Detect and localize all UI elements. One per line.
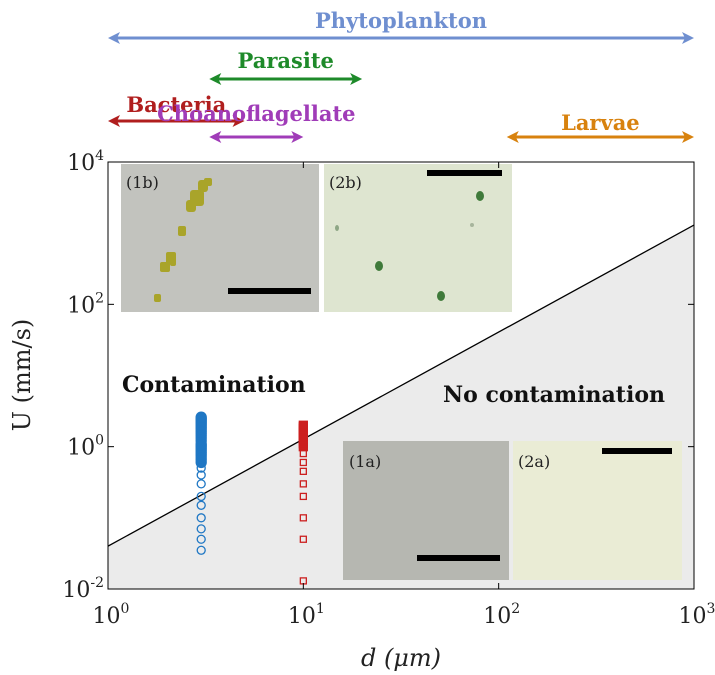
range-phytoplankton: Phytoplankton	[108, 8, 694, 44]
range-arrowhead-left-4	[506, 131, 519, 143]
inset-1a: (1a)	[343, 441, 509, 580]
data-point-s3-5	[299, 467, 307, 475]
region-label-no-contamination: No contamination	[443, 382, 665, 408]
data-point-s1-5	[196, 491, 206, 502]
range-label-4: Larvae	[561, 110, 640, 135]
x-tick-label-1: 101	[288, 601, 325, 629]
y-tick-label-1: 100	[67, 433, 104, 461]
range-arrowhead-right-2	[232, 115, 245, 127]
range-label-1: Parasite	[238, 48, 334, 73]
range-arrowhead-right-4	[682, 131, 694, 143]
data-point-s3-4	[299, 480, 307, 488]
x-tick-label-2: 102	[483, 601, 520, 629]
data-point-s1-4	[196, 500, 206, 510]
range-choanoflagellate: Choanoflagellate	[157, 101, 356, 143]
data-point-s1-1	[196, 534, 206, 544]
data-point-s3-6	[299, 458, 307, 467]
y-tick-label-2: 102	[67, 290, 104, 318]
axes-frame	[107, 161, 695, 590]
range-arrowhead-left-3	[209, 131, 222, 143]
data-point-s0-25	[195, 411, 207, 423]
scale-bar	[228, 288, 311, 294]
range-parasite: Parasite	[209, 48, 363, 85]
inset-label-2a: (2a)	[518, 452, 550, 471]
data-point-s3-1	[299, 535, 307, 543]
inset-2a: (2a)	[513, 441, 682, 580]
data-point-s1-0	[196, 545, 206, 555]
range-arrowhead-right-0	[682, 32, 694, 44]
data-point-s3-7	[299, 449, 307, 458]
range-arrowhead-left-0	[108, 32, 120, 44]
scale-bar	[417, 555, 500, 561]
inset-1b: (1b)	[121, 164, 319, 312]
range-label-3: Choanoflagellate	[157, 101, 355, 126]
range-label-0: Phytoplankton	[315, 8, 487, 33]
x-tick-label-3: 103	[679, 601, 715, 629]
y-tick-label-3: 104	[67, 148, 104, 176]
data-point-s1-3	[196, 513, 206, 523]
data-point-s1-2	[196, 524, 206, 534]
range-arrowhead-right-1	[350, 73, 363, 85]
range-arrowhead-left-1	[209, 73, 222, 85]
inset-label-1a: (1a)	[349, 452, 381, 471]
bacteria-cluster-image	[154, 178, 212, 302]
region-label-contamination: Contamination	[122, 372, 306, 398]
range-arrowhead-left-2	[108, 115, 120, 127]
data-point-s1-7	[196, 470, 206, 480]
data-point-s1-6	[196, 479, 206, 489]
data-point-s3-3	[299, 492, 307, 501]
inset-label-2b: (2b)	[329, 173, 362, 192]
cells-image	[335, 191, 484, 301]
range-arrowhead-right-3	[291, 131, 304, 143]
x-axis-label: d (μm)	[361, 644, 441, 672]
range-larvae: Larvae	[506, 110, 694, 143]
y-tick-label-0: 10-2	[62, 575, 104, 603]
scale-bar	[602, 448, 672, 454]
inset-label-1b: (1b)	[126, 173, 159, 192]
data-point-s1-8	[196, 463, 206, 473]
range-label-2: Bacteria	[126, 92, 226, 117]
y-axis-label: U (mm/s)	[8, 319, 36, 432]
inset-2b: (2b)	[324, 164, 512, 312]
size-ranges: Phytoplankton Parasite BacteriaChoanoflage…	[108, 8, 694, 143]
boundary-line	[108, 224, 694, 547]
x-tick-label-0: 100	[93, 601, 130, 629]
data-point-s3-2	[299, 514, 307, 522]
data-points	[195, 411, 308, 585]
data-point-s2-10	[298, 420, 308, 430]
scale-bar	[427, 170, 502, 176]
range-bacteria: Bacteria	[108, 92, 245, 127]
